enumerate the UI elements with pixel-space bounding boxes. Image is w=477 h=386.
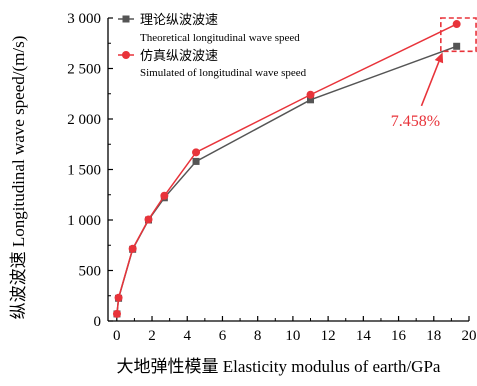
legend-item-theoretical: 理论纵波波速 Theoretical longitudinal wave spe… <box>118 12 300 44</box>
y-axis-ticks: 0 500 1 000 1 500 2 000 2 500 3 000 <box>67 11 113 330</box>
legend-item-simulated: 仿真纵波波速 Simulated of longitudinal wave sp… <box>118 48 307 79</box>
data-point-square <box>192 157 200 165</box>
x-tick-label: 8 <box>254 328 262 344</box>
data-point-circle <box>144 215 153 224</box>
annotation-arrow-head <box>434 52 444 64</box>
x-tick-label: 2 <box>148 328 156 344</box>
y-tick-label: 500 <box>79 264 102 280</box>
y-axis-title: 纵波波速 Longitudinal wave speed/(m/s) <box>9 36 28 320</box>
x-axis-title: 大地弹性模量 Elasticity modulus of earth/GPa <box>117 357 441 376</box>
y-tick-label: 1 500 <box>67 163 101 179</box>
x-tick-label: 4 <box>183 328 191 344</box>
y-tick-label: 2 000 <box>67 112 101 128</box>
legend: 理论纵波波速 Theoretical longitudinal wave spe… <box>118 12 307 79</box>
legend-label-theoretical-en: Theoretical longitudinal wave speed <box>140 32 300 44</box>
x-tick-label: 18 <box>426 328 441 344</box>
series-line-0 <box>116 45 457 315</box>
y-tick-label: 3 000 <box>67 11 101 27</box>
legend-marker-circle <box>122 51 130 59</box>
data-point-circle <box>306 90 315 99</box>
legend-label-simulated-cn: 仿真纵波波速 <box>140 48 218 63</box>
x-tick-label: 12 <box>321 328 336 344</box>
x-tick-label: 10 <box>285 328 300 344</box>
data-point-circle <box>112 309 121 318</box>
series-group <box>112 20 461 318</box>
annotation-dashed-box <box>440 17 477 53</box>
legend-label-simulated-en: Simulated of longitudinal wave speed <box>140 67 307 79</box>
x-tick-label: 0 <box>113 328 121 344</box>
y-tick-label: 0 <box>94 314 102 330</box>
data-point-square <box>307 96 315 104</box>
annotation-arrow-shaft <box>420 61 440 107</box>
series-line-1 <box>116 23 457 315</box>
data-point-circle <box>192 148 201 157</box>
annotation-label: 7.458% <box>391 113 440 130</box>
data-point-circle <box>452 20 461 29</box>
x-tick-label: 14 <box>356 328 372 344</box>
annotation-group: 7.458% <box>391 17 477 130</box>
data-point-circle <box>128 244 137 253</box>
y-tick-label: 2 500 <box>67 62 101 78</box>
data-point-circle <box>160 191 169 200</box>
data-point-circle <box>114 293 123 302</box>
x-tick-label: 20 <box>462 328 477 344</box>
legend-label-theoretical-cn: 理论纵波波速 <box>140 12 218 27</box>
axes: 0 2 4 6 8 10 12 14 16 18 20 0 500 1 000 1 500 2 000 2 5… <box>9 11 477 376</box>
x-tick-label: 16 <box>391 328 407 344</box>
y-tick-label: 1 000 <box>67 213 101 229</box>
x-axis-ticks: 0 2 4 6 8 10 12 14 16 18 20 <box>113 316 477 344</box>
legend-marker-square <box>122 15 130 23</box>
data-point-square <box>453 42 461 50</box>
x-tick-label: 6 <box>219 328 227 344</box>
